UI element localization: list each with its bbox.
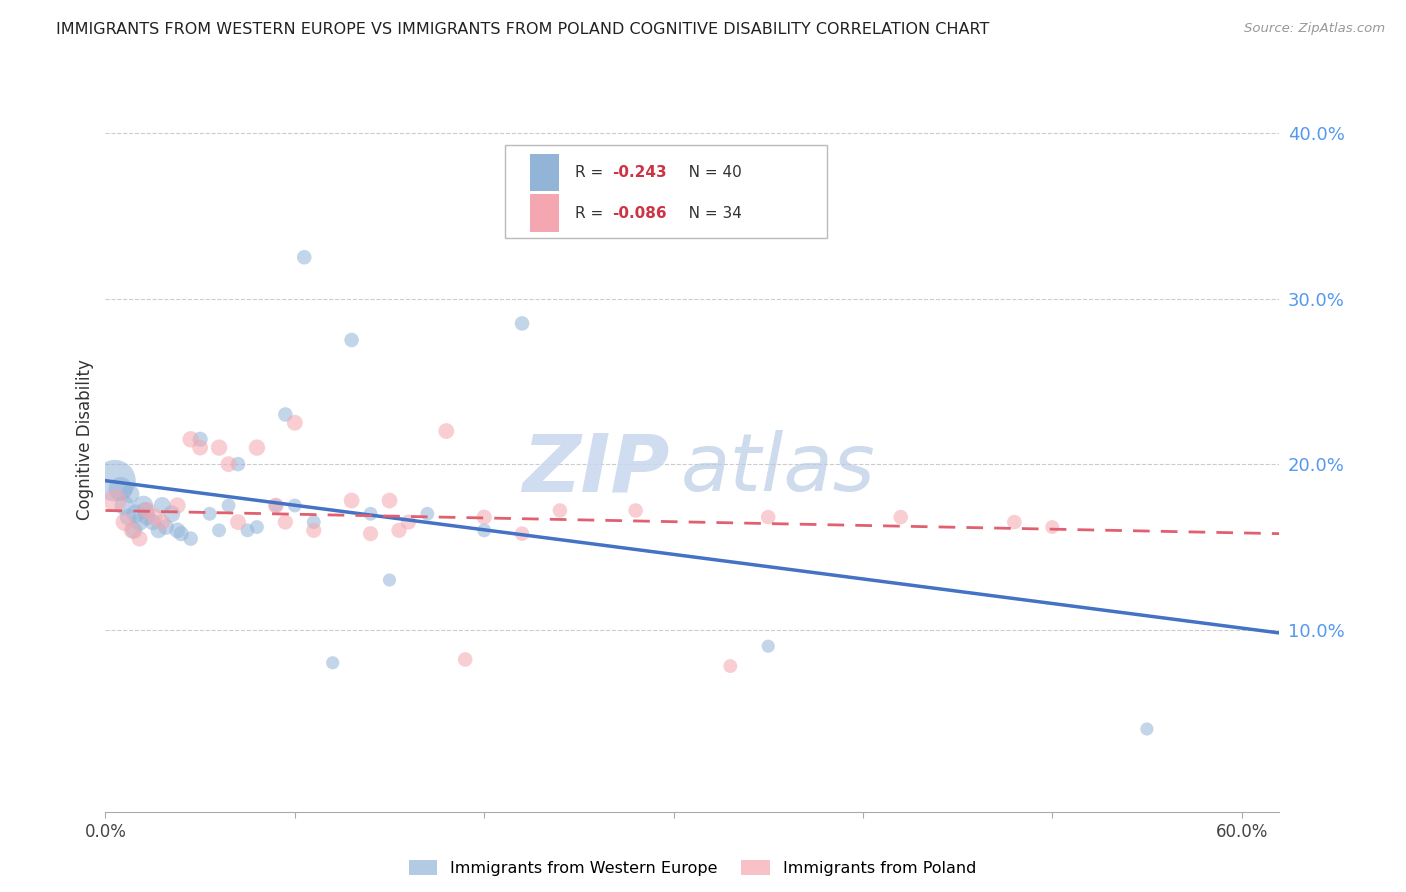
Point [136,510,159,524]
Text: N = 40: N = 40 [673,165,741,180]
Point [128,532,150,546]
Point [121,524,143,538]
Point [340,493,363,508]
Text: -0.243: -0.243 [613,165,668,180]
Point [548,503,571,517]
Point [246,441,269,455]
Point [226,457,249,471]
Point [1136,722,1159,736]
Text: IMMIGRANTS FROM WESTERN EUROPE VS IMMIGRANTS FROM POLAND COGNITIVE DISABILITY CO: IMMIGRANTS FROM WESTERN EUROPE VS IMMIGR… [56,22,990,37]
Point [378,493,401,508]
Point [1002,515,1025,529]
Point [890,510,912,524]
Point [378,573,401,587]
Point [718,659,741,673]
Point [150,515,173,529]
Point [434,424,457,438]
Point [284,416,307,430]
Point [104,493,127,508]
Point [134,503,156,517]
FancyBboxPatch shape [505,145,828,238]
Text: atlas: atlas [681,430,876,508]
Point [284,499,307,513]
Point [198,507,221,521]
Point [302,515,325,529]
Legend: Immigrants from Western Europe, Immigrants from Poland: Immigrants from Western Europe, Immigran… [402,854,983,882]
Point [218,499,240,513]
Point [132,499,155,513]
Text: -0.086: -0.086 [613,205,668,220]
Point [360,526,382,541]
Point [160,507,183,521]
Point [292,250,315,264]
Point [155,520,177,534]
Point [302,524,325,538]
Point [322,656,344,670]
Y-axis label: Cognitive Disability: Cognitive Disability [76,359,94,520]
Point [180,532,202,546]
Point [264,499,287,513]
Point [117,510,139,524]
Point [128,515,150,529]
FancyBboxPatch shape [530,154,558,192]
Point [188,441,211,455]
Point [360,507,382,521]
Point [170,526,193,541]
Point [454,652,477,666]
Point [150,499,173,513]
Point [274,408,297,422]
Point [112,515,135,529]
Point [208,524,231,538]
Point [104,474,127,488]
Point [218,457,240,471]
Point [472,510,495,524]
Text: Source: ZipAtlas.com: Source: ZipAtlas.com [1244,22,1385,36]
Text: R =: R = [575,165,609,180]
Point [180,433,202,447]
Text: N = 34: N = 34 [673,205,741,220]
FancyBboxPatch shape [530,194,558,232]
Point [274,515,297,529]
Point [166,499,188,513]
Point [110,482,132,496]
Point [472,524,495,538]
Text: ZIP: ZIP [522,430,669,508]
Point [416,507,439,521]
Point [246,520,269,534]
Point [756,639,779,653]
Point [236,524,259,538]
Point [510,526,533,541]
Point [148,524,170,538]
Point [136,503,159,517]
Point [1040,520,1063,534]
Point [122,524,145,538]
Point [340,333,363,347]
Point [208,441,231,455]
Point [396,515,419,529]
Point [264,499,287,513]
Point [120,487,142,501]
Point [142,515,165,529]
Point [188,433,211,447]
Point [624,503,647,517]
Point [226,515,249,529]
Point [388,524,411,538]
Point [510,317,533,331]
Text: R =: R = [575,205,609,220]
Point [125,507,148,521]
Point [166,524,188,538]
Point [143,510,166,524]
Point [112,499,135,513]
Point [756,510,779,524]
